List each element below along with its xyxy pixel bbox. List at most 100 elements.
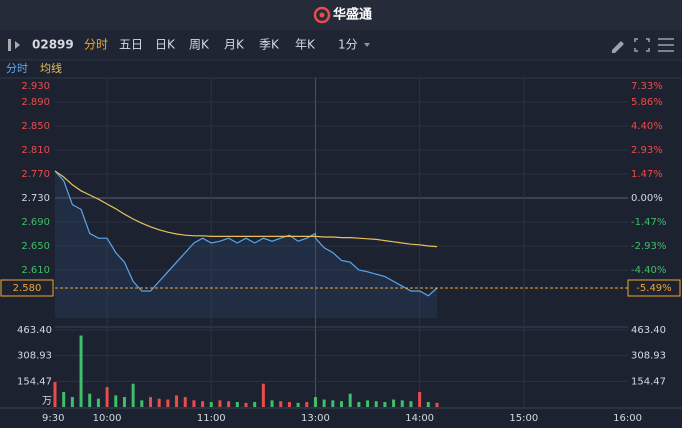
y-tick-label: 2.930 (21, 81, 50, 92)
app-title: 华盛通 (333, 7, 372, 23)
period-tab[interactable]: 季K (259, 38, 280, 52)
vol-tick-label: 463.40 (17, 325, 52, 336)
volume-bar (53, 382, 57, 407)
volume-bar (183, 397, 187, 407)
volume-bar (209, 402, 213, 407)
volume-bar (122, 397, 126, 407)
fullscreen-icon[interactable] (634, 38, 650, 52)
volume-bar (114, 395, 118, 407)
vol-tick-label: 308.93 (631, 351, 666, 362)
volume-bar (157, 398, 161, 407)
vol-unit: 万 (42, 396, 52, 407)
y2-tick-label: 5.86% (631, 97, 663, 108)
volume-bar (426, 402, 430, 407)
volume-bar (149, 397, 152, 407)
interval-select[interactable]: 1分 (338, 38, 358, 52)
x-tick-label: 15:00 (509, 413, 538, 424)
y2-tick-label: 0.00% (631, 193, 663, 204)
y2-tick-label: -4.40% (631, 265, 666, 276)
y2-tick-label: -1.47% (631, 217, 666, 228)
toolbar (0, 30, 682, 60)
period-tab[interactable]: 年K (295, 38, 316, 52)
volume-bar (435, 402, 439, 407)
vol-tick-label: 463.40 (631, 325, 666, 336)
last-price-box (0, 279, 54, 297)
y2-tick-label: 1.47% (631, 169, 663, 180)
last-price-label: 2.580 (13, 283, 42, 294)
volume-bar (348, 393, 352, 407)
y2-tick-label: 2.93% (631, 145, 663, 156)
volume-bar (192, 400, 196, 407)
volume-bar (340, 401, 343, 407)
volume-bar (218, 400, 222, 407)
legend-entry: 均线 (40, 61, 62, 75)
volume-bar (383, 402, 387, 407)
price-line (54, 170, 438, 248)
period-tab[interactable]: 周K (189, 38, 210, 52)
volume-bar (322, 399, 326, 407)
period-tab[interactable]: 五日 (119, 38, 143, 52)
volume-bar (201, 401, 205, 407)
volume-bar (166, 399, 170, 407)
y-tick-label: 2.810 (21, 145, 50, 156)
y-tick-label: 2.850 (21, 121, 50, 132)
volume-bar (131, 383, 135, 407)
x-tick-label: 10:00 (93, 413, 122, 424)
toggle-icon[interactable] (8, 39, 20, 51)
y-tick-label: 2.730 (21, 193, 50, 204)
volume-bar (96, 398, 100, 407)
edit-icon[interactable] (612, 41, 624, 53)
volume-bar (105, 387, 109, 407)
last-change-box (627, 279, 681, 297)
y2-tick-label: 4.40% (631, 121, 663, 132)
x-tick-label: 14:00 (405, 413, 434, 424)
period-tab[interactable]: 日K (155, 38, 176, 52)
vol-tick-label: 154.47 (17, 376, 52, 387)
volume-bar (227, 401, 231, 407)
volume-bar (305, 402, 309, 407)
legend-entry: 分时 (6, 62, 28, 75)
volume-bar (244, 402, 248, 407)
volume-bar (400, 400, 404, 407)
y-tick-label: 2.770 (21, 169, 50, 180)
volume-bar (270, 400, 274, 407)
volume-bar (88, 393, 92, 407)
volume-bar (70, 397, 74, 407)
period-tab[interactable]: 分时 (84, 38, 108, 52)
volume-bar (253, 402, 257, 407)
y-tick-label: 2.890 (21, 97, 50, 108)
y-tick-label: 2.690 (21, 217, 50, 228)
x-tick-label: 13:00 (301, 413, 330, 424)
dropdown-arrow[interactable] (364, 43, 370, 47)
y2-tick-label: 7.33% (631, 81, 663, 92)
period-tab[interactable]: 月K (224, 38, 245, 52)
vol-tick-label: 308.93 (17, 351, 52, 362)
volume-bar (79, 335, 83, 407)
volume-bar (392, 399, 396, 407)
volume-bar (313, 397, 317, 407)
x-tick-label: 9:30 (42, 413, 64, 424)
y2-tick-label: -2.93% (631, 241, 666, 252)
volume-bar (409, 401, 413, 407)
price-line (54, 170, 438, 297)
y-tick-label: 2.610 (21, 265, 50, 276)
stock-code: 02899 (32, 38, 74, 52)
vol-tick-label: 154.47 (631, 376, 666, 387)
volume-bar (140, 400, 144, 407)
volume-bar (287, 402, 291, 407)
y-tick-label: 2.650 (21, 241, 50, 252)
last-change-label: -5.49% (636, 283, 671, 294)
menu-icon[interactable] (658, 38, 674, 52)
volume-bar (261, 383, 265, 407)
price-area (55, 171, 437, 318)
volume-bar (175, 395, 179, 407)
volume-bar (235, 402, 239, 407)
volume-bar (62, 392, 66, 407)
volume-bar (374, 401, 378, 407)
volume-bar (357, 402, 361, 407)
x-tick-label: 11:00 (197, 413, 226, 424)
volume-bar (418, 392, 422, 407)
logo (313, 6, 331, 24)
